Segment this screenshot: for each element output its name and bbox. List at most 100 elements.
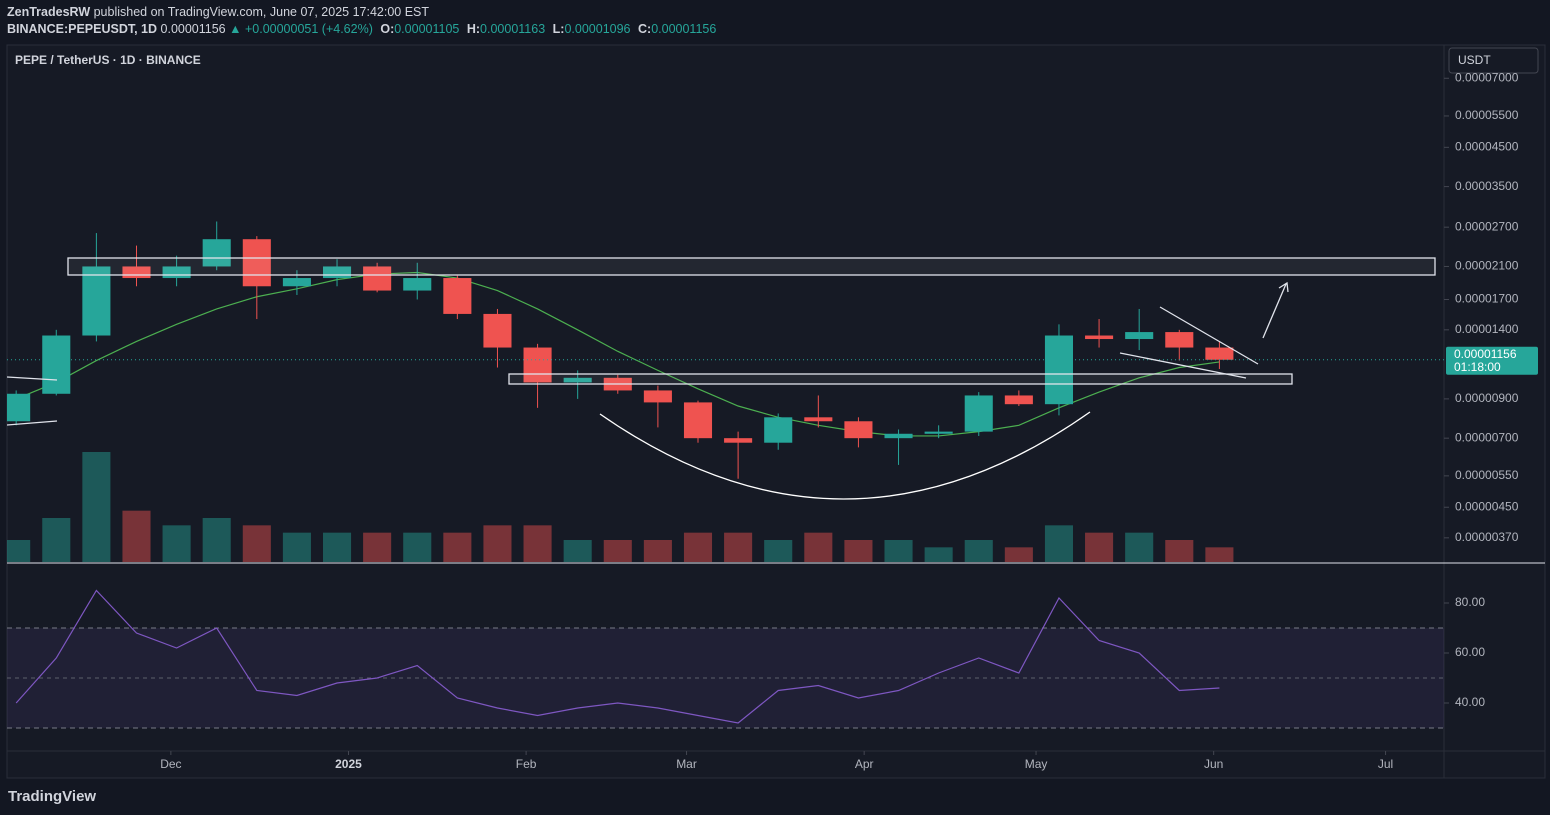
rsi-band: [7, 628, 1444, 728]
resistance-zone: [67, 257, 1436, 276]
y-tick-label: 40.00: [1455, 695, 1485, 709]
last-price-label: 0.00001156: [1454, 347, 1517, 361]
header-line-1: ZenTradesRW published on TradingView.com…: [7, 4, 716, 21]
candle-body: [563, 377, 592, 383]
trend-line: [1119, 352, 1247, 379]
y-tick-label: 0.00004500: [1455, 139, 1519, 153]
candle-body: [1004, 395, 1033, 405]
ohlc-value: 0.00001156: [651, 22, 717, 36]
volume-bar: [764, 540, 793, 562]
volume-bar: [683, 532, 713, 562]
y-tick-label: 0.00001700: [1455, 292, 1519, 306]
y-tick-label: 0.00002100: [1455, 259, 1519, 273]
y-tick-label: 0.00000370: [1455, 530, 1519, 544]
candle-body: [42, 335, 71, 394]
candle-body: [443, 278, 472, 314]
candle-body: [122, 266, 151, 279]
candle-body: [964, 395, 993, 432]
support-zone: [508, 373, 1293, 385]
candle-body: [242, 239, 271, 287]
volume-bar: [523, 525, 552, 562]
drawings: [7, 257, 1436, 500]
x-tick-label: May: [1025, 757, 1048, 771]
volume-bar: [242, 525, 271, 562]
volume-bar: [42, 518, 71, 562]
candle-body: [483, 313, 512, 348]
x-tick-label: Dec: [160, 757, 181, 771]
candle-body: [523, 347, 552, 383]
chart-title: PEPE / TetherUS · 1D · BINANCE: [15, 53, 201, 67]
candle-body: [363, 266, 392, 291]
volume-bar: [82, 452, 111, 562]
volume-bar: [804, 532, 833, 562]
x-tick-label: Jul: [1378, 757, 1393, 771]
y-tick-label: 0.00002700: [1455, 219, 1519, 233]
candle-body: [202, 239, 231, 267]
candle-body: [162, 266, 191, 279]
volume-bar: [322, 532, 352, 562]
volume-bar: [202, 518, 231, 562]
volume-bar: [563, 540, 592, 562]
x-tick-label: Apr: [855, 757, 874, 771]
y-tick-label: 0.00003500: [1455, 179, 1519, 193]
candle-body: [1165, 332, 1194, 348]
y-tick-label: 60.00: [1455, 645, 1485, 659]
candle-body: [403, 278, 432, 291]
volume-bar: [363, 532, 392, 562]
candle-body: [643, 390, 672, 403]
candle-body: [1205, 347, 1234, 360]
header: ZenTradesRW published on TradingView.com…: [7, 4, 716, 38]
ohlc-key: C:: [638, 22, 652, 36]
volume-bar: [844, 540, 873, 562]
volume-bar: [964, 540, 993, 562]
currency-box[interactable]: [1448, 47, 1539, 74]
volume-bar: [282, 532, 311, 562]
trend-line: [7, 420, 58, 426]
candle-body: [924, 431, 953, 434]
volume-bar: [7, 540, 31, 562]
y-tick-label: 0.00000700: [1455, 430, 1519, 444]
arrow-head: [1278, 281, 1289, 293]
moving-average: [15, 271, 1220, 437]
rsi-line: [15, 589, 1220, 724]
ohlc-key: O:: [380, 22, 395, 36]
candle-body: [844, 421, 873, 439]
last-price-tag: [1446, 346, 1538, 375]
change: ▲ +0.00000051 (+4.62%): [229, 22, 373, 36]
candle-body: [884, 433, 913, 439]
countdown: 01:18:00: [1454, 360, 1501, 374]
volume-bar: [1004, 547, 1033, 562]
symbol: BINANCE:PEPEUSDT, 1D: [7, 22, 158, 36]
ohlc-key: L:: [552, 22, 565, 36]
x-tick-label: Mar: [676, 757, 697, 771]
trend-line: [7, 376, 58, 381]
cup-curve: [599, 411, 1091, 500]
volume-bar: [483, 525, 512, 562]
volume-bar: [603, 540, 632, 562]
ohlc-value: 0.00001163: [480, 22, 546, 36]
ohlc-value: 0.00001105: [394, 22, 460, 36]
rsi-pane: [7, 589, 1444, 729]
x-tick-label: 2025: [335, 757, 362, 771]
volume-bar: [443, 532, 472, 562]
price-pane: [7, 221, 1444, 562]
volume-bar: [884, 540, 913, 562]
author[interactable]: ZenTradesRW: [7, 5, 91, 19]
chart-frame: [6, 44, 1546, 779]
currency[interactable]: USDT: [1458, 53, 1491, 67]
volume-bar: [1205, 547, 1234, 562]
y-tick-label: 0.00000450: [1455, 499, 1519, 513]
candle-body: [1125, 332, 1154, 340]
y-tick-label: 0.00005500: [1455, 108, 1519, 122]
candle-body: [82, 266, 111, 336]
volume-bar: [643, 540, 672, 562]
volume-bar: [122, 510, 151, 562]
candle-body: [764, 417, 793, 443]
last: 0.00001156: [160, 22, 226, 36]
volume-bar: [724, 532, 753, 562]
logo: TradingView: [8, 788, 96, 805]
x-tick-label: Jun: [1204, 757, 1223, 771]
volume-bar: [1165, 540, 1194, 562]
volume-bar: [1085, 532, 1114, 562]
